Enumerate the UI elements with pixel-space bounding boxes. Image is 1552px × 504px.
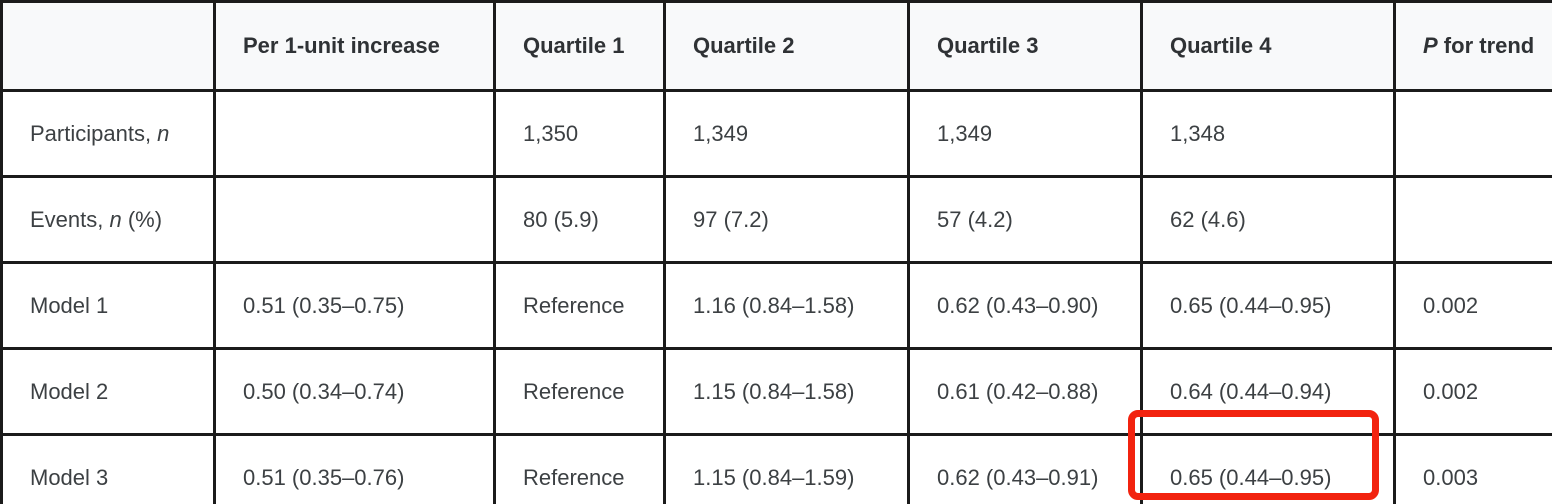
cell-participants-q1: 1,350	[493, 89, 666, 178]
cell-model1-q4: 0.65 (0.44–0.95)	[1140, 261, 1396, 350]
cell-model3-q3: 0.62 (0.43–0.91)	[907, 433, 1143, 504]
cell-model1-q2: 1.16 (0.84–1.58)	[663, 261, 910, 350]
row-label-participants: Participants, n	[0, 89, 216, 178]
row-label-text: Model 2	[30, 378, 109, 404]
cell-model1-p: 0.002	[1393, 261, 1552, 350]
p-for-trend-text: for trend	[1437, 33, 1535, 58]
cell-model1-q3: 0.62 (0.43–0.90)	[907, 261, 1143, 350]
row-label-italic: n	[109, 206, 122, 232]
cell-events-q3: 57 (4.2)	[907, 175, 1143, 264]
header-cell-quartile-1: Quartile 1	[493, 0, 666, 92]
row-label-model-2: Model 2	[0, 347, 216, 436]
row-label-italic: n	[157, 120, 170, 146]
cell-model3-per-unit: 0.51 (0.35–0.76)	[213, 433, 496, 504]
cell-participants-q4: 1,348	[1140, 89, 1396, 178]
header-cell-per-unit: Per 1-unit increase	[213, 0, 496, 92]
cell-participants-per-unit	[213, 89, 496, 178]
row-label-suffix: (%)	[121, 206, 163, 232]
cell-model1-per-unit: 0.51 (0.35–0.75)	[213, 261, 496, 350]
header-cell-p-for-trend: P for trend	[1393, 0, 1552, 92]
row-label-text: Model 3	[30, 464, 109, 490]
cell-model3-q4-highlighted: 0.65 (0.44–0.95)	[1140, 433, 1396, 504]
p-symbol: P	[1423, 33, 1438, 58]
row-label-text: Events,	[30, 206, 110, 232]
cell-participants-p	[1393, 89, 1552, 178]
cell-model2-q4: 0.64 (0.44–0.94)	[1140, 347, 1396, 436]
table-row-participants: Participants, n 1,350 1,349 1,349 1,348	[0, 89, 1552, 178]
header-cell-quartile-3: Quartile 3	[907, 0, 1143, 92]
cell-model3-q2: 1.15 (0.84–1.59)	[663, 433, 910, 504]
cell-events-p	[1393, 175, 1552, 264]
cell-model2-q2: 1.15 (0.84–1.58)	[663, 347, 910, 436]
cell-model3-q1: Reference	[493, 433, 666, 504]
cell-events-q2: 97 (7.2)	[663, 175, 910, 264]
row-label-events: Events, n (%)	[0, 175, 216, 264]
cell-model3-p: 0.003	[1393, 433, 1552, 504]
cell-participants-q2: 1,349	[663, 89, 910, 178]
header-cell-quartile-4: Quartile 4	[1140, 0, 1396, 92]
cell-events-q4: 62 (4.6)	[1140, 175, 1396, 264]
table-row-events: Events, n (%) 80 (5.9) 97 (7.2) 57 (4.2)…	[0, 175, 1552, 264]
cell-model2-q1: Reference	[493, 347, 666, 436]
cell-model2-q3: 0.61 (0.42–0.88)	[907, 347, 1143, 436]
table-row-model-1: Model 1 0.51 (0.35–0.75) Reference 1.16 …	[0, 261, 1552, 350]
header-cell-empty	[0, 0, 216, 92]
row-label-text: Participants,	[30, 120, 158, 146]
cell-model2-p: 0.002	[1393, 347, 1552, 436]
table-row-model-2: Model 2 0.50 (0.34–0.74) Reference 1.15 …	[0, 347, 1552, 436]
cell-events-q1: 80 (5.9)	[493, 175, 666, 264]
cell-model2-per-unit: 0.50 (0.34–0.74)	[213, 347, 496, 436]
row-label-text: Model 1	[30, 292, 109, 318]
cell-model1-q1: Reference	[493, 261, 666, 350]
header-row: Per 1-unit increase Quartile 1 Quartile …	[0, 0, 1552, 92]
table-row-model-3: Model 3 0.51 (0.35–0.76) Reference 1.15 …	[0, 433, 1552, 504]
row-label-model-1: Model 1	[0, 261, 216, 350]
header-cell-quartile-2: Quartile 2	[663, 0, 910, 92]
cell-participants-q3: 1,349	[907, 89, 1143, 178]
cell-events-per-unit	[213, 175, 496, 264]
row-label-model-3: Model 3	[0, 433, 216, 504]
